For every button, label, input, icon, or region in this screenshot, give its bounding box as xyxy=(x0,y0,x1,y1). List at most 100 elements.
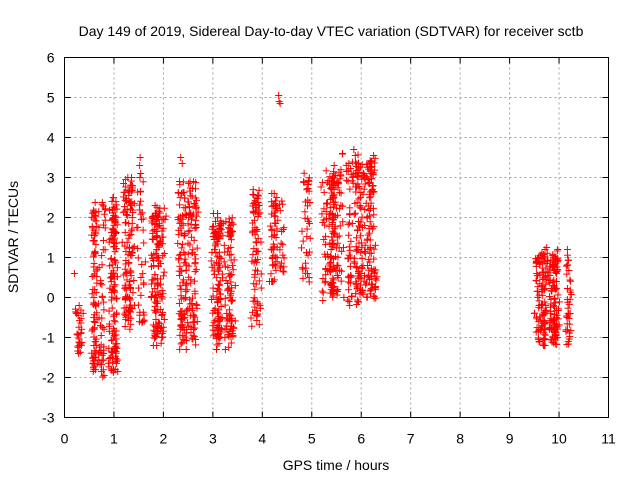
data-point-marker xyxy=(91,347,99,355)
data-point-marker xyxy=(230,324,238,332)
data-point-marker xyxy=(108,228,116,236)
data-point-marker xyxy=(124,251,132,259)
data-point-marker xyxy=(113,264,121,272)
data-point-marker xyxy=(303,249,311,257)
data-point-marker xyxy=(254,212,262,220)
data-point-marker xyxy=(122,211,130,219)
data-point-marker xyxy=(137,274,145,282)
data-point-marker xyxy=(229,220,237,228)
data-point-marker xyxy=(253,194,261,202)
data-point-marker xyxy=(280,263,288,271)
data-point-marker xyxy=(346,302,354,309)
data-point-marker xyxy=(356,203,364,211)
data-point-marker xyxy=(541,342,549,349)
data-point-marker xyxy=(345,298,353,306)
data-point-marker xyxy=(360,248,368,256)
data-point-marker xyxy=(138,260,146,268)
data-point-marker xyxy=(321,279,329,287)
data-point-marker xyxy=(300,178,308,186)
data-point-marker xyxy=(257,304,265,312)
data-point-marker xyxy=(360,277,368,285)
data-point-marker xyxy=(229,266,237,274)
data-point-marker xyxy=(346,204,354,212)
data-point-marker xyxy=(541,298,549,306)
data-point-marker xyxy=(327,209,335,217)
data-point-marker xyxy=(151,333,159,341)
data-point-marker xyxy=(210,306,218,314)
data-point-marker xyxy=(104,359,112,367)
data-point-marker xyxy=(226,233,234,241)
data-point-marker xyxy=(531,309,539,317)
data-point-marker xyxy=(364,256,372,264)
data-point-marker xyxy=(76,348,84,356)
data-point-marker xyxy=(109,231,117,239)
data-point-marker xyxy=(140,239,148,247)
data-point-marker xyxy=(125,307,133,315)
data-point-marker xyxy=(328,218,336,226)
data-point-marker xyxy=(187,276,195,284)
data-point-marker xyxy=(542,280,550,288)
data-point-marker xyxy=(155,243,163,251)
data-point-marker xyxy=(228,261,236,269)
data-point-marker xyxy=(370,188,378,196)
data-point-marker xyxy=(154,306,162,314)
data-point-marker xyxy=(321,221,329,229)
data-point-marker xyxy=(553,311,561,319)
data-point-marker xyxy=(188,215,196,223)
y-tick-label: 4 xyxy=(47,130,55,146)
data-point-marker xyxy=(137,216,145,224)
data-point-marker xyxy=(275,92,283,99)
data-point-marker xyxy=(221,346,229,353)
data-point-marker xyxy=(229,296,237,304)
data-point-marker xyxy=(215,295,223,303)
data-point-marker xyxy=(183,286,191,294)
data-point-marker xyxy=(141,258,149,266)
data-point-marker xyxy=(193,244,201,252)
data-point-marker xyxy=(153,279,161,287)
data-point-marker xyxy=(217,302,225,310)
data-point-marker xyxy=(330,276,338,284)
data-point-marker xyxy=(217,255,225,263)
data-point-marker xyxy=(358,263,366,271)
data-point-marker xyxy=(251,285,259,293)
data-point-marker xyxy=(533,324,541,332)
data-point-marker xyxy=(135,284,143,292)
data-point-marker xyxy=(211,217,219,225)
data-point-marker xyxy=(97,279,105,287)
data-point-marker xyxy=(546,271,554,279)
data-point-marker xyxy=(345,231,353,239)
data-point-marker xyxy=(547,300,555,308)
data-point-marker xyxy=(176,345,184,353)
data-point-marker xyxy=(348,292,356,300)
data-point-marker xyxy=(127,201,135,209)
data-point-marker xyxy=(541,307,549,315)
data-point-marker xyxy=(303,233,311,241)
data-point-marker xyxy=(553,322,561,330)
data-point-marker xyxy=(110,332,118,340)
data-point-marker xyxy=(75,350,83,357)
data-point-marker xyxy=(178,339,186,347)
data-point-marker xyxy=(113,295,121,303)
data-point-marker xyxy=(303,270,311,278)
data-point-marker xyxy=(370,211,378,219)
data-point-marker xyxy=(77,329,85,337)
data-point-marker xyxy=(370,255,378,263)
data-point-marker xyxy=(339,244,347,252)
data-point-marker xyxy=(337,189,345,197)
data-point-marker xyxy=(182,346,190,353)
data-point-marker xyxy=(563,270,571,278)
data-point-marker xyxy=(110,256,118,264)
data-point-marker xyxy=(373,273,381,281)
data-point-marker xyxy=(183,280,191,288)
data-point-marker xyxy=(90,318,98,326)
data-point-marker xyxy=(250,216,258,224)
data-point-marker xyxy=(192,300,200,308)
data-point-marker xyxy=(113,356,121,364)
data-point-marker xyxy=(346,185,354,193)
data-point-marker xyxy=(546,279,554,287)
data-point-marker xyxy=(306,199,314,207)
data-point-marker xyxy=(541,336,549,344)
data-point-marker xyxy=(89,325,97,333)
data-point-marker xyxy=(551,299,559,307)
data-point-marker xyxy=(152,293,160,301)
